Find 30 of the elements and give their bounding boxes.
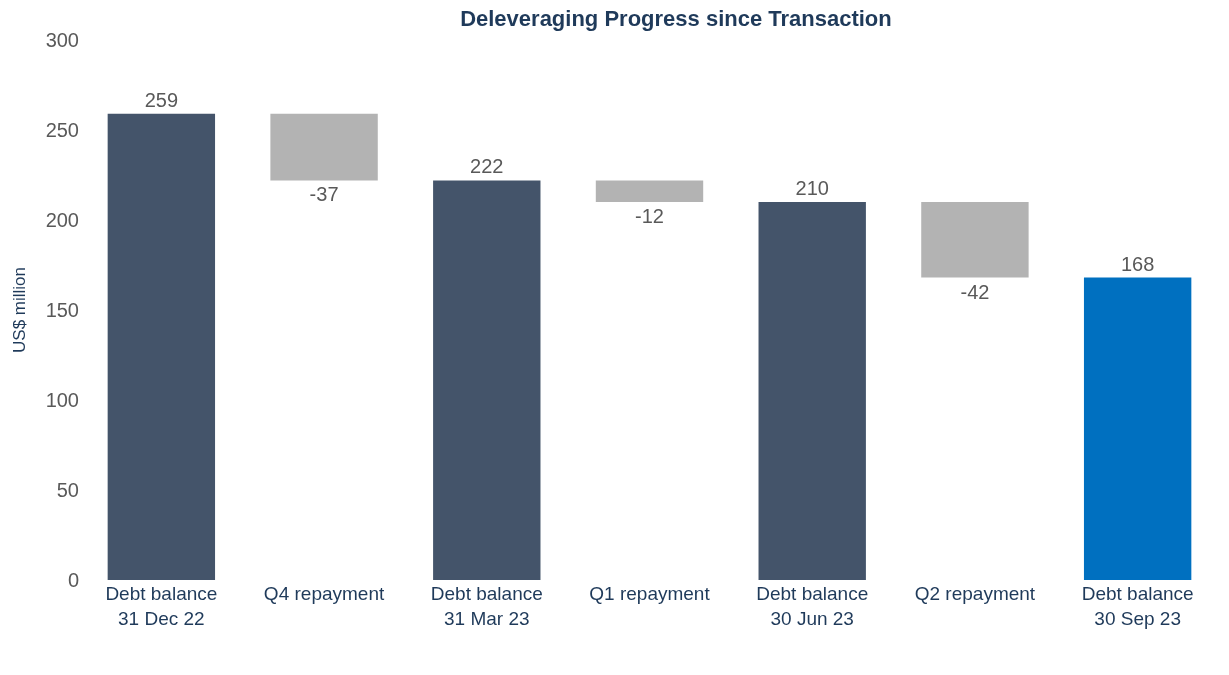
y-tick-label: 150: [45, 299, 79, 321]
bar: [107, 113, 216, 580]
data-label: 259: [144, 88, 179, 111]
y-tick-label: 200: [45, 209, 79, 231]
y-axis-title: US$ million: [10, 267, 30, 353]
data-label: -37: [309, 183, 339, 206]
bar: [595, 180, 704, 202]
bar: [433, 180, 541, 580]
bar: [758, 202, 866, 580]
data-label: 168: [1120, 252, 1155, 275]
x-tick-label: Debt balance 31 Dec 22: [105, 583, 218, 629]
bar: [270, 113, 378, 181]
x-tick-label: Debt balance 31 Mar 23: [430, 583, 543, 629]
data-label: -42: [960, 280, 990, 303]
x-tick-label: Q4 repayment: [263, 583, 385, 604]
x-tick-label: Debt balance 30 Jun 23: [756, 583, 869, 629]
data-label: 210: [795, 177, 829, 199]
x-tick-label: Q2 repayment: [914, 583, 1036, 604]
data-label: -12: [635, 205, 664, 227]
y-tick-label: 0: [67, 569, 79, 591]
chart-title: Deleveraging Progress since Transaction: [460, 5, 892, 31]
data-label: 222: [470, 155, 504, 178]
bar: [1083, 277, 1192, 580]
y-tick-label: 50: [56, 479, 79, 501]
y-tick-label: 300: [45, 29, 79, 51]
x-tick-label: Debt balance 30 Sep 23: [1081, 583, 1194, 629]
x-tick-label: Q1 repayment: [589, 583, 711, 604]
bar: [921, 202, 1029, 278]
y-tick-label: 100: [45, 389, 79, 411]
y-tick-label: 250: [45, 119, 79, 141]
